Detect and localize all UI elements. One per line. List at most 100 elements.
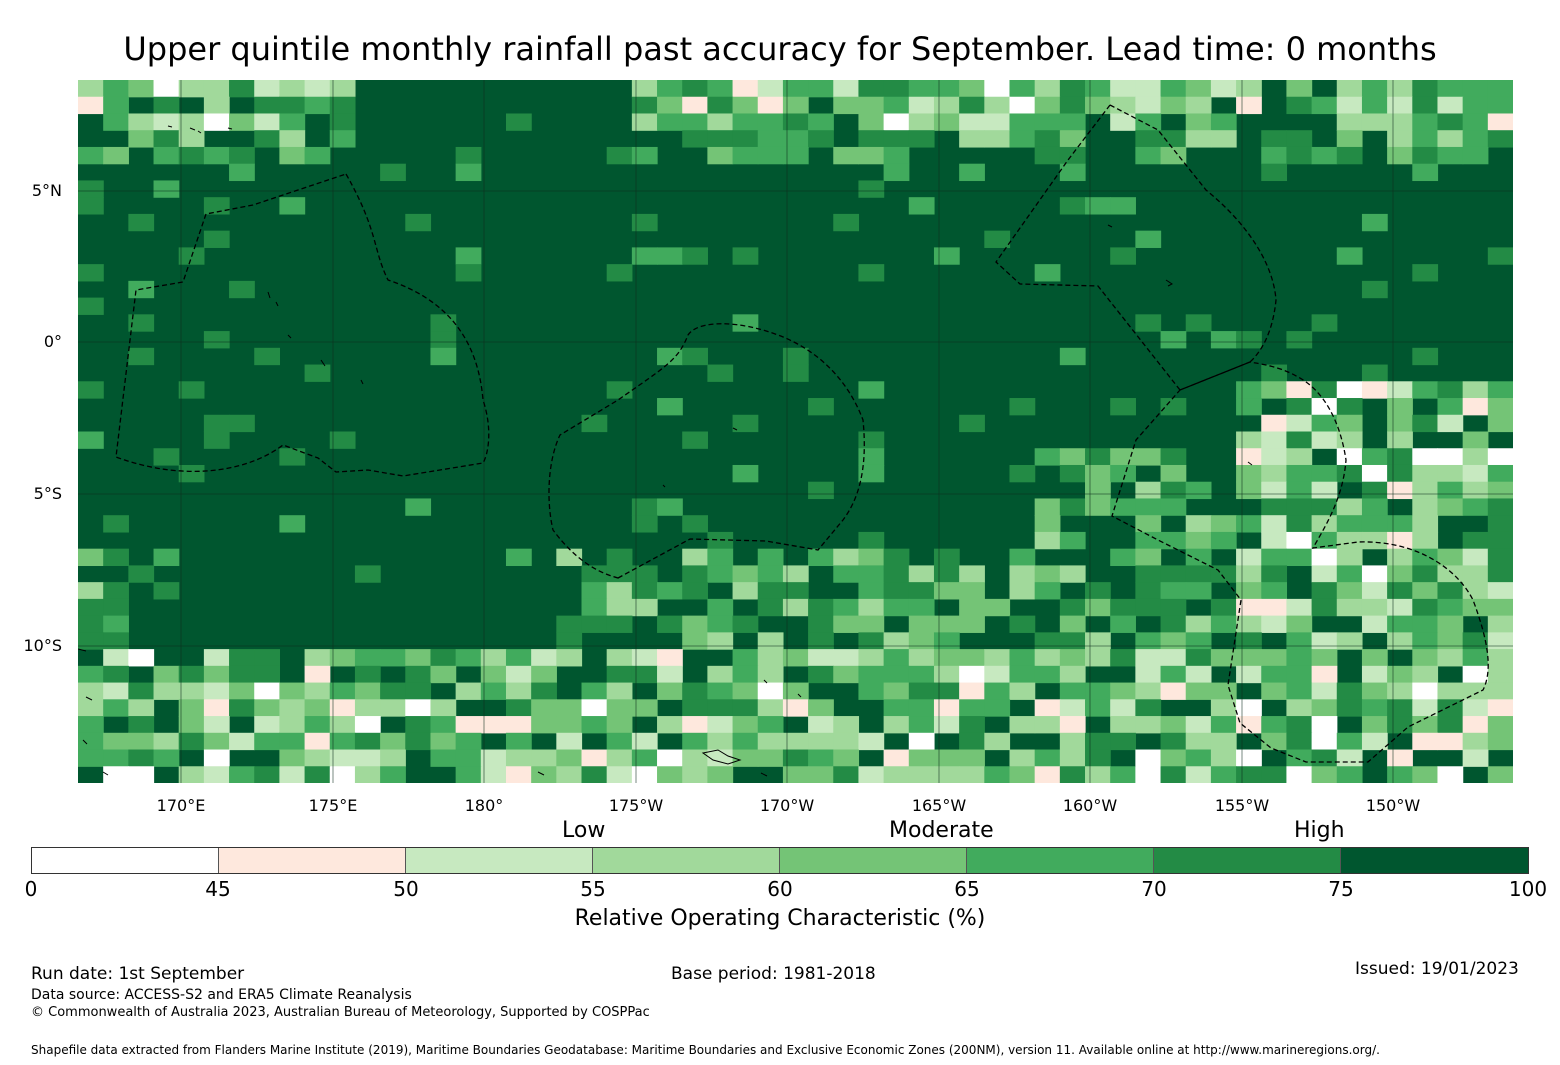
grid-cell — [153, 113, 180, 131]
grid-cell — [657, 749, 683, 767]
grid-cell — [1059, 163, 1086, 182]
grid-cell — [1361, 113, 1388, 131]
grid-cell — [1185, 632, 1212, 650]
grid-cell — [933, 80, 960, 98]
grid-cell — [1059, 197, 1086, 215]
grid-cell — [531, 699, 557, 717]
grid-cell — [1236, 632, 1262, 650]
grid-cell — [1487, 732, 1513, 751]
grid-cell — [153, 130, 180, 148]
grid-cell — [858, 130, 885, 148]
grid-cell — [1361, 80, 1388, 98]
grid-cell — [430, 716, 457, 734]
grid-cell — [757, 749, 784, 767]
grid-cell — [984, 732, 1011, 751]
grid-cell — [933, 632, 960, 650]
lon-label: 150°W — [1365, 796, 1421, 815]
grid-cell — [254, 347, 281, 366]
grid-cell — [757, 582, 784, 600]
grid-cell — [531, 749, 557, 767]
grid-cell — [254, 96, 281, 115]
grid-cell — [908, 113, 935, 131]
grid-cell — [808, 716, 834, 734]
grid-cell — [380, 749, 406, 767]
grid-cell — [757, 632, 784, 650]
grid-cell — [78, 80, 104, 98]
grid-cell — [1487, 130, 1513, 148]
grid-cell — [480, 665, 507, 684]
grid-cell — [1286, 130, 1313, 148]
grid-cell — [1185, 749, 1212, 767]
grid-cell — [1286, 732, 1313, 751]
grid-cell — [1286, 498, 1313, 516]
grid-cell — [1361, 665, 1388, 684]
grid-cell — [1135, 598, 1162, 617]
grid-cell — [1437, 113, 1464, 131]
grid-cell — [1387, 682, 1413, 700]
grid-cell — [782, 364, 809, 382]
grid-cell — [1361, 732, 1388, 751]
grid-cell — [1210, 565, 1237, 583]
grid-cell — [1412, 96, 1439, 115]
grid-cell — [1009, 649, 1036, 667]
grid-cell — [1462, 732, 1489, 751]
grid-cell — [1261, 515, 1288, 533]
grid-cell — [782, 113, 809, 131]
grid-cell — [480, 766, 507, 783]
grid-cell — [1110, 682, 1136, 700]
grid-cell — [455, 163, 482, 182]
grid-cell — [1487, 448, 1513, 466]
lon-label: 170°W — [759, 796, 815, 815]
grid-cell — [203, 682, 230, 700]
grid-cell — [959, 414, 985, 433]
grid-cell — [1009, 716, 1036, 734]
grid-cell — [883, 113, 910, 131]
grid-cell — [808, 548, 834, 567]
grid-cell — [1412, 665, 1439, 684]
grid-cell — [1487, 766, 1513, 783]
grid-cell — [1462, 565, 1489, 583]
grid-cell — [908, 96, 935, 115]
grid-cell — [78, 180, 104, 198]
grid-cell — [1261, 130, 1288, 148]
grid-cell — [1487, 565, 1513, 583]
grid-cell — [1361, 716, 1388, 734]
grid-cell — [178, 113, 205, 131]
grid-cell — [959, 732, 985, 751]
grid-cell — [1412, 716, 1439, 734]
grid-cell — [1185, 732, 1212, 751]
colorbar-segment — [780, 848, 967, 873]
grid-cell — [1462, 448, 1489, 466]
grid-cell — [1261, 464, 1288, 483]
grid-cell — [682, 548, 708, 567]
grid-cell — [178, 732, 205, 751]
grid-cell — [128, 732, 155, 751]
grid-cell — [757, 716, 784, 734]
grid-cell — [1034, 264, 1061, 282]
grid-cell — [1412, 766, 1439, 783]
grid-cell — [505, 749, 532, 767]
category-low: Low — [562, 818, 606, 843]
grid-cell — [1487, 665, 1513, 684]
grid-cell — [732, 582, 759, 600]
grid-cell — [657, 649, 683, 667]
grid-cell — [1462, 548, 1489, 567]
grid-cell — [1210, 682, 1237, 700]
lon-label: 175°E — [308, 796, 358, 815]
grid-cell — [354, 766, 381, 783]
grid-cell — [1412, 481, 1439, 500]
grid-cell — [1336, 398, 1363, 416]
grid-cell — [1085, 448, 1111, 466]
grid-cell — [556, 766, 583, 783]
grid-cell — [833, 716, 860, 734]
grid-cell — [1437, 615, 1464, 633]
grid-cell — [1311, 632, 1338, 650]
grid-cell — [1311, 565, 1338, 583]
grid-cell — [1236, 565, 1262, 583]
island-outline — [78, 648, 768, 777]
grid-cell — [1437, 464, 1464, 483]
grid-cell — [707, 565, 734, 583]
grid-cell — [1412, 464, 1439, 483]
grid-cell — [782, 146, 809, 165]
grid-cell — [1261, 665, 1288, 684]
